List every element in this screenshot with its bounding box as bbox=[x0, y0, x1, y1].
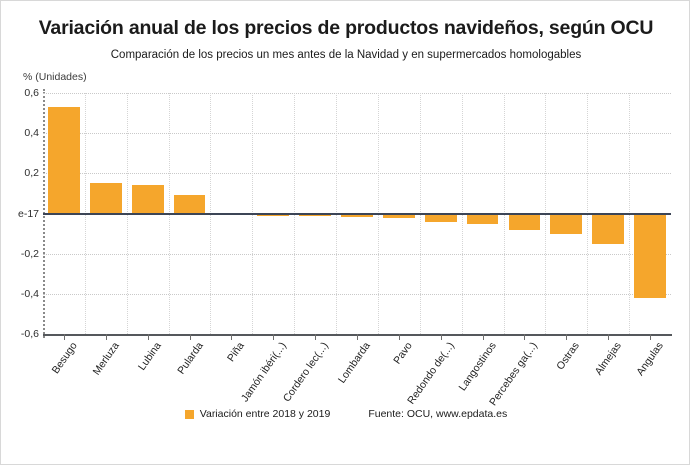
bar-slot bbox=[378, 93, 420, 334]
bar[interactable] bbox=[550, 213, 583, 234]
x-axis-tick-label: Cordero lec(...) bbox=[280, 340, 331, 405]
y-axis-tick-label: 0,4 bbox=[24, 127, 39, 140]
y-axis-tick-label: -0,2 bbox=[20, 247, 39, 260]
bar[interactable] bbox=[592, 213, 625, 244]
bar-slot bbox=[85, 93, 127, 334]
bar-slot bbox=[127, 93, 169, 334]
bar-slot bbox=[294, 93, 336, 334]
bar[interactable] bbox=[382, 213, 415, 218]
x-axis-tick-label: Langostinos bbox=[456, 340, 499, 394]
x-axis-tick-mark bbox=[63, 334, 65, 340]
x-axis-tick-mark bbox=[566, 334, 568, 340]
y-axis-tick-labels: 0,6 0,4 0,2 e-17 -0,2 -0,4 -0,6 bbox=[1, 1, 39, 466]
zero-baseline bbox=[43, 212, 671, 215]
bar[interactable] bbox=[341, 213, 373, 217]
x-axis-tick-label: Besugo bbox=[49, 340, 80, 377]
y-axis-tick-label: -0,4 bbox=[20, 287, 39, 300]
x-axis-tick-mark bbox=[189, 334, 191, 340]
y-axis-tick-label: 0,6 bbox=[24, 87, 39, 99]
bar-slot bbox=[43, 93, 85, 334]
x-axis-tick-mark bbox=[650, 334, 652, 340]
x-axis-tick-mark bbox=[524, 334, 526, 340]
x-axis-tick-mark bbox=[315, 334, 317, 340]
x-axis-tick-mark bbox=[105, 334, 107, 340]
bar[interactable] bbox=[48, 107, 80, 214]
bar[interactable] bbox=[173, 195, 206, 214]
legend: Variación entre 2018 y 2019 Fuente: OCU,… bbox=[1, 408, 690, 420]
chart-subtitle: Comparación de los precios un mes antes … bbox=[110, 49, 582, 61]
x-axis-tick-label: Lubina bbox=[135, 340, 164, 373]
bar-slot bbox=[629, 93, 671, 334]
legend-color-swatch bbox=[184, 409, 194, 419]
plot-area bbox=[43, 93, 671, 335]
gridline bbox=[43, 133, 671, 135]
x-axis-tick-mark bbox=[482, 334, 484, 340]
source-note: Fuente: OCU, www.epdata.es bbox=[368, 408, 508, 420]
bar-slot bbox=[462, 93, 504, 334]
x-axis-tick-mark bbox=[398, 334, 400, 340]
gridline bbox=[43, 173, 671, 175]
y-axis-unit-label: % (Unidades) bbox=[23, 71, 87, 83]
x-axis-tick-label: Merluza bbox=[90, 340, 122, 378]
bar-slot bbox=[336, 93, 378, 334]
x-axis-tick-label: Piña bbox=[225, 340, 248, 365]
x-axis-tick-mark bbox=[231, 334, 233, 340]
gridline bbox=[43, 93, 671, 94]
x-axis-tick-label: Angulas bbox=[634, 340, 666, 378]
bar-slot bbox=[420, 93, 462, 334]
x-axis-tick-mark bbox=[273, 334, 275, 340]
y-axis-tick-label: 0,2 bbox=[24, 167, 39, 180]
x-axis-tick-label: Almejas bbox=[592, 340, 625, 378]
bar[interactable] bbox=[131, 185, 164, 214]
gridline bbox=[43, 293, 671, 295]
bar-slot bbox=[252, 93, 294, 334]
legend-series-label: Variación entre 2018 y 2019 bbox=[199, 408, 331, 420]
bar-slot bbox=[169, 93, 211, 334]
bar[interactable] bbox=[257, 213, 290, 216]
bar-slot bbox=[587, 93, 629, 334]
x-axis-tick-label: Ostras bbox=[554, 340, 583, 373]
page-title: Variación anual de los precios de produc… bbox=[38, 17, 654, 39]
x-axis-tick-mark bbox=[440, 334, 442, 340]
bar[interactable] bbox=[634, 213, 666, 298]
x-axis-tick-label: Pularda bbox=[174, 340, 206, 377]
bar[interactable] bbox=[424, 213, 457, 222]
gridline bbox=[43, 253, 671, 255]
bar-slot bbox=[504, 93, 546, 334]
bar[interactable] bbox=[299, 213, 332, 216]
x-axis-tick-label: Pavo bbox=[391, 340, 415, 367]
y-axis-tick-label: -0,6 bbox=[20, 328, 39, 340]
bar[interactable] bbox=[466, 213, 499, 224]
x-axis-tick-mark bbox=[357, 334, 358, 340]
x-axis-tick-label: Lombarda bbox=[335, 340, 373, 386]
bar[interactable] bbox=[508, 213, 541, 230]
legend-entry: Variación entre 2018 y 2019 bbox=[184, 408, 331, 420]
x-axis-tick-mark bbox=[147, 334, 149, 340]
y-axis-tick-label: e-17 bbox=[17, 207, 39, 220]
bar-slot bbox=[545, 93, 587, 334]
x-axis-tick-mark bbox=[608, 334, 610, 340]
bar[interactable] bbox=[89, 183, 122, 214]
